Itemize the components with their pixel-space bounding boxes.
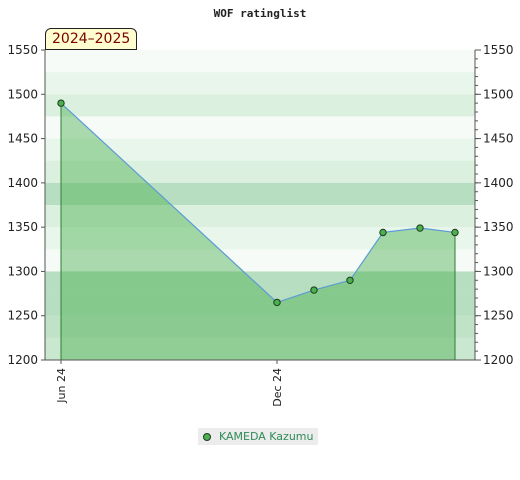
background-band bbox=[45, 293, 475, 316]
legend-series-name: KAMEDA Kazumu bbox=[219, 430, 314, 443]
season-label: 2024–2025 bbox=[45, 28, 138, 50]
y-tick-label-right: 1500 bbox=[483, 87, 514, 101]
data-point bbox=[379, 228, 387, 237]
background-band bbox=[45, 227, 475, 250]
y-tick-label-right: 1400 bbox=[483, 176, 514, 190]
y-tick-label-left: 1400 bbox=[7, 176, 38, 190]
chart-title: WOF ratinglist bbox=[214, 7, 307, 20]
y-tick-label-right: 1300 bbox=[483, 264, 514, 278]
background-band bbox=[45, 160, 475, 183]
y-tick-label-left: 1350 bbox=[7, 220, 38, 234]
y-tick-label-right: 1450 bbox=[483, 132, 514, 146]
y-tick-label-right: 1200 bbox=[483, 353, 514, 367]
data-point bbox=[273, 298, 281, 307]
data-point bbox=[346, 276, 354, 284]
background-band bbox=[45, 72, 475, 95]
x-tick-label: Jun 24 bbox=[55, 368, 68, 404]
legend[interactable]: KAMEDA Kazumu bbox=[198, 428, 319, 445]
series-area bbox=[61, 103, 455, 361]
y-tick-label-left: 1450 bbox=[7, 132, 38, 146]
background-band bbox=[45, 271, 475, 294]
y-tick-label-right: 1350 bbox=[483, 220, 514, 234]
legend-marker-icon bbox=[203, 432, 211, 441]
y-tick-label-right: 1250 bbox=[483, 309, 514, 323]
data-point bbox=[310, 286, 318, 294]
data-point bbox=[451, 228, 459, 237]
background-band bbox=[45, 50, 475, 73]
y-tick-label-left: 1250 bbox=[7, 309, 38, 323]
background-band bbox=[45, 94, 475, 117]
x-tick-label: Dec 24 bbox=[271, 368, 284, 407]
background-band bbox=[45, 116, 475, 139]
data-point bbox=[57, 99, 65, 107]
background-band bbox=[45, 138, 475, 161]
background-band bbox=[45, 337, 475, 360]
y-tick-label-left: 1500 bbox=[7, 87, 38, 101]
data-point bbox=[416, 224, 424, 232]
background-band bbox=[45, 315, 475, 338]
y-tick-label-right: 1550 bbox=[483, 43, 514, 57]
y-tick-label-left: 1300 bbox=[7, 264, 38, 278]
background-band bbox=[45, 182, 475, 205]
y-tick-label-left: 1550 bbox=[7, 43, 38, 57]
y-tick-label-left: 1200 bbox=[7, 353, 38, 367]
background-band bbox=[45, 205, 475, 228]
